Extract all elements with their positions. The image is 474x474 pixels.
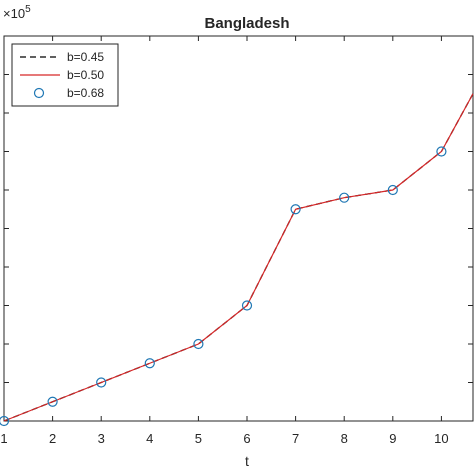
- data-point: [241, 300, 253, 311]
- series-line: [3, 93, 474, 422]
- legend-label: b=0.68: [67, 86, 104, 100]
- x-tick-label: 3: [98, 431, 105, 446]
- y-exponent-label: ×105: [3, 4, 31, 21]
- x-tick-label: 10: [434, 431, 448, 446]
- x-tick-label: 9: [389, 431, 396, 446]
- data-point: [387, 184, 398, 196]
- x-tick-label: 6: [243, 431, 250, 446]
- x-tick-label: 5: [195, 431, 202, 446]
- data-point: [47, 396, 58, 407]
- legend-label: b=0.50: [67, 68, 104, 82]
- plot-area: 1 2 3 4 5 6 7 8 9 10 b=0.45 b=0.50 b=0.68: [0, 35, 474, 446]
- legend-marker: [33, 87, 45, 99]
- y-exponent-power: 5: [25, 4, 31, 15]
- data-point: [0, 415, 10, 427]
- x-axis-label: t: [245, 453, 249, 469]
- data-point: [144, 358, 155, 369]
- x-tick-label: 2: [49, 431, 56, 446]
- data-point: [193, 338, 204, 350]
- legend-label: b=0.45: [67, 50, 104, 64]
- data-point: [436, 146, 447, 157]
- x-tick-label: 4: [146, 431, 153, 446]
- data-point: [290, 204, 301, 215]
- data-point: [339, 192, 350, 203]
- data-point: [96, 377, 107, 388]
- chart-title: Bangladesh: [204, 15, 289, 32]
- x-tick-label: 1: [0, 431, 7, 446]
- x-tick-label: 8: [341, 431, 348, 446]
- y-exponent-base: ×10: [3, 6, 25, 21]
- x-tick-label: 7: [292, 431, 299, 446]
